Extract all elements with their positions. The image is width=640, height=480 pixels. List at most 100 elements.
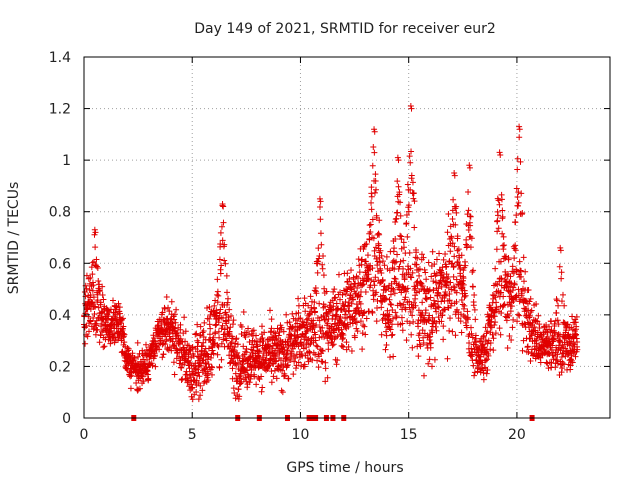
peak-point	[317, 198, 324, 205]
data-point	[497, 258, 504, 265]
data-point	[509, 296, 516, 303]
data-point	[283, 311, 290, 318]
data-point	[191, 362, 198, 369]
data-point	[218, 262, 225, 269]
data-point	[416, 330, 423, 337]
data-point	[99, 283, 106, 290]
data-point	[307, 293, 314, 300]
data-point	[162, 341, 169, 348]
data-point	[381, 262, 388, 269]
axis-ticks	[83, 56, 610, 419]
data-point	[310, 317, 317, 324]
data-point	[555, 331, 562, 338]
data-point	[339, 342, 346, 349]
data-point	[509, 324, 516, 331]
data-point	[548, 327, 555, 334]
data-point	[208, 371, 215, 378]
data-point	[212, 322, 219, 329]
data-point	[368, 193, 375, 200]
data-point	[559, 365, 566, 372]
data-point	[220, 336, 227, 343]
data-point	[450, 273, 457, 280]
data-point	[229, 321, 236, 328]
data-point	[394, 209, 401, 216]
data-point	[378, 331, 385, 338]
data-point	[484, 356, 491, 363]
data-point	[292, 354, 299, 361]
data-point	[254, 343, 261, 350]
data-point	[217, 241, 224, 248]
data-point	[316, 300, 323, 307]
data-point	[318, 347, 325, 354]
data-point	[330, 303, 337, 310]
data-point	[88, 264, 95, 271]
data-point	[313, 342, 320, 349]
data-point	[246, 379, 253, 386]
data-point	[484, 328, 491, 335]
data-point	[255, 374, 262, 381]
data-point	[558, 369, 565, 376]
data-point	[232, 395, 239, 402]
data-point	[505, 256, 512, 263]
data-point	[350, 283, 357, 290]
data-point	[390, 353, 397, 360]
data-point	[427, 294, 434, 301]
data-point	[371, 189, 378, 196]
data-point	[433, 308, 440, 315]
data-point	[198, 362, 205, 369]
data-point	[377, 247, 384, 254]
data-point	[417, 343, 424, 350]
data-point	[179, 338, 186, 345]
data-point	[246, 331, 253, 338]
peak-point	[557, 244, 564, 251]
data-point	[94, 265, 101, 272]
peak-point	[371, 128, 378, 135]
data-point	[365, 276, 372, 283]
data-point	[301, 324, 308, 331]
peak-point	[466, 162, 473, 169]
data-point	[447, 315, 454, 322]
data-point	[572, 353, 579, 360]
data-point	[412, 295, 419, 302]
data-point	[484, 340, 491, 347]
data-point	[455, 315, 462, 322]
data-point	[201, 319, 208, 326]
data-point	[268, 325, 275, 332]
data-point	[312, 331, 319, 338]
data-point	[395, 183, 402, 190]
data-point	[462, 292, 469, 299]
data-point	[558, 269, 565, 276]
data-point	[116, 310, 123, 317]
data-point	[136, 385, 143, 392]
data-point	[408, 148, 415, 155]
data-point	[144, 371, 151, 378]
data-point	[396, 189, 403, 196]
data-point	[159, 309, 166, 316]
data-point	[370, 144, 377, 151]
data-point	[156, 346, 163, 353]
data-point	[253, 332, 260, 339]
data-point	[267, 356, 274, 363]
data-point	[282, 372, 289, 379]
data-point	[425, 288, 432, 295]
data-point	[193, 389, 200, 396]
data-point	[301, 363, 308, 370]
data-point	[483, 370, 490, 377]
data-point	[311, 299, 318, 306]
data-point	[403, 212, 410, 219]
data-point	[223, 337, 230, 344]
data-point	[236, 393, 243, 400]
data-point	[548, 359, 555, 366]
data-point	[392, 276, 399, 283]
data-point	[295, 309, 302, 316]
x-tick-label: 20	[508, 427, 526, 443]
data-point	[319, 347, 326, 354]
data-point	[444, 355, 451, 362]
data-point	[206, 321, 213, 328]
data-point	[279, 367, 286, 374]
data-point	[325, 340, 332, 347]
data-point	[497, 331, 504, 338]
data-point	[414, 255, 421, 262]
data-point	[383, 341, 390, 348]
data-point	[171, 316, 178, 323]
